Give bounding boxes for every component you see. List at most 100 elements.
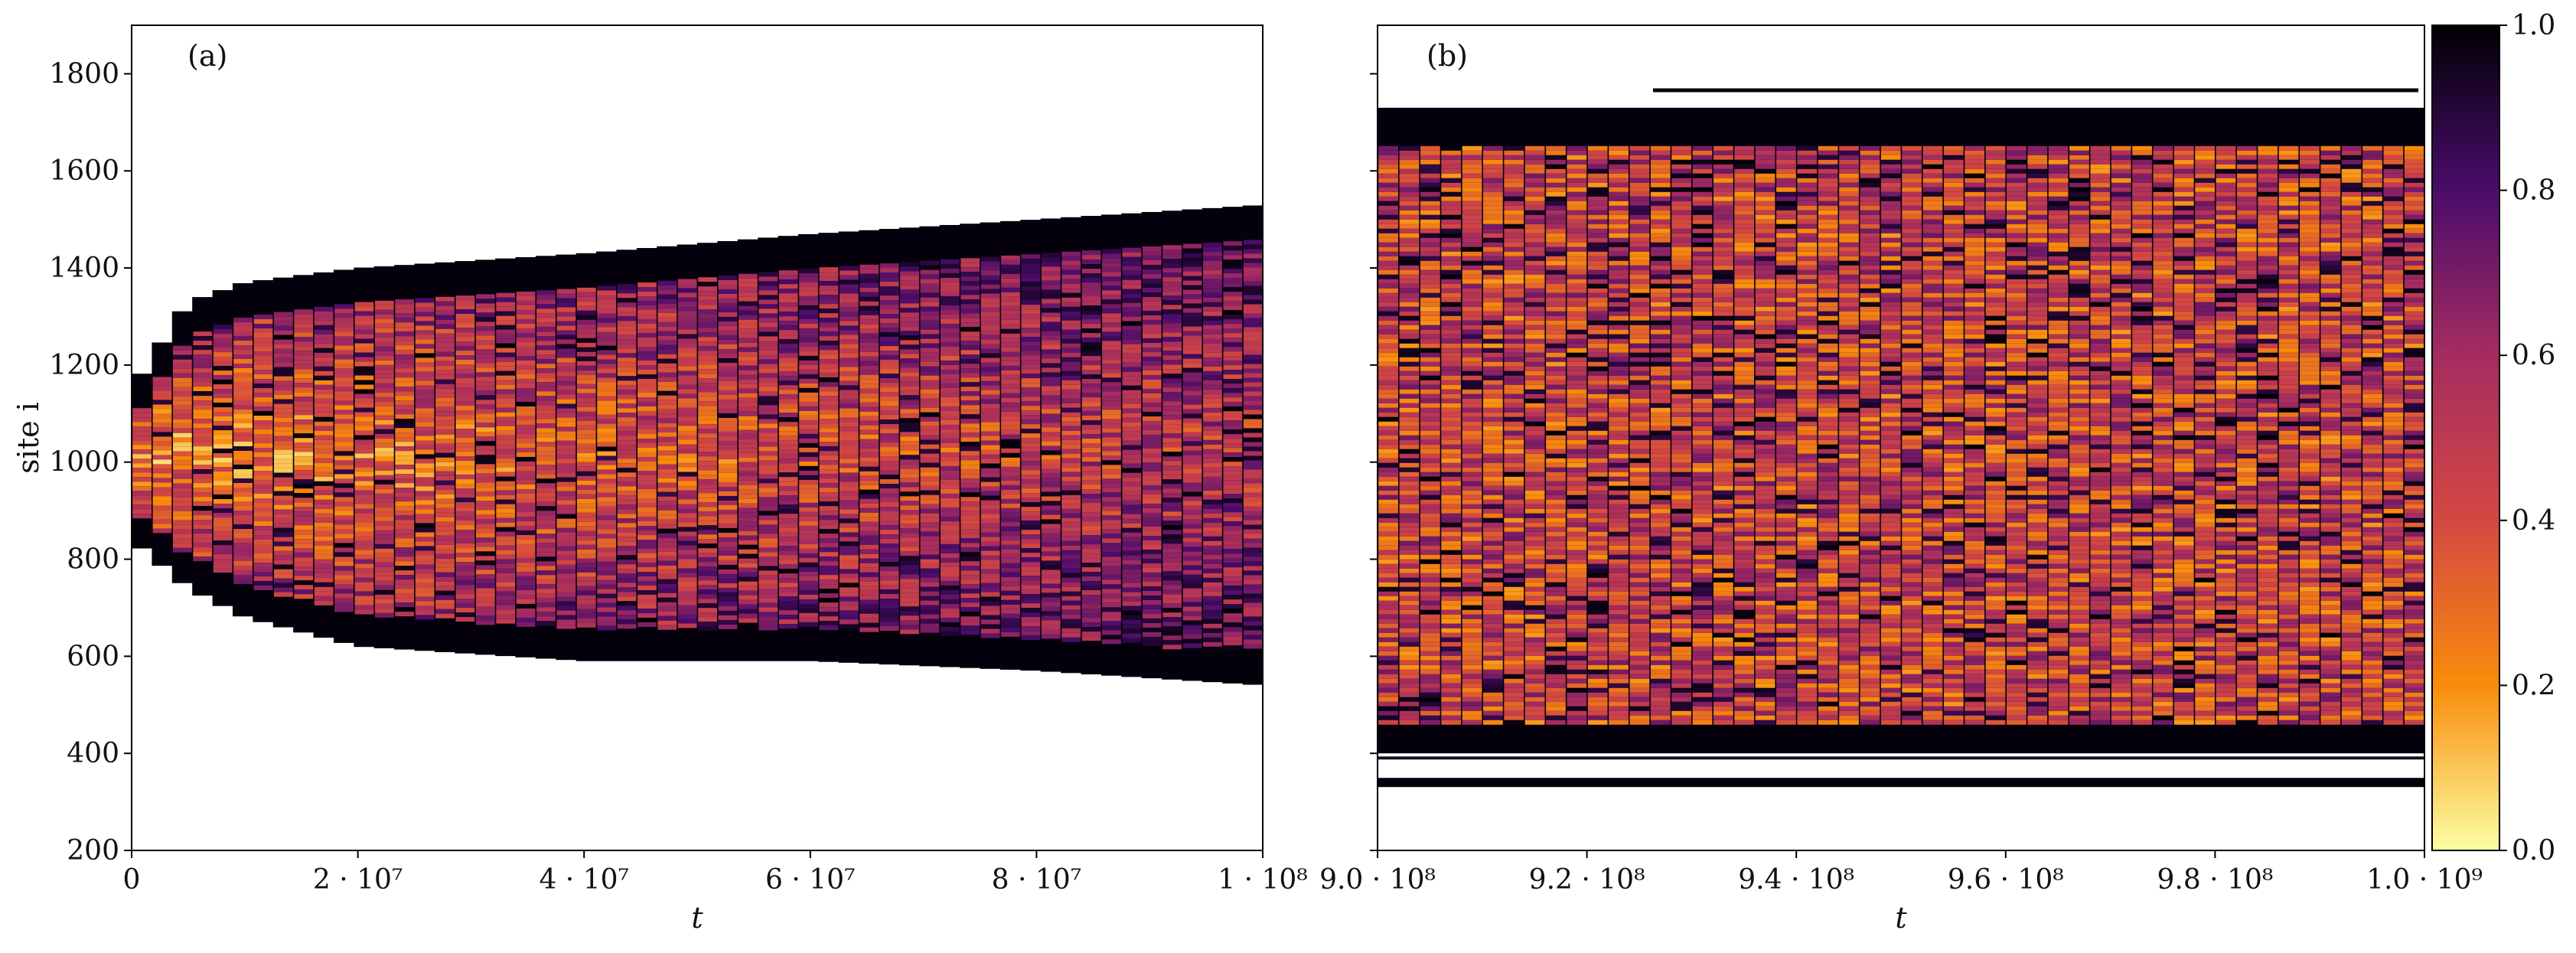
colorbar-ticks: 0.0 0.2 0.4 0.6 0.8 1.0 xyxy=(2499,10,2555,867)
heatmap-column xyxy=(1775,107,1797,754)
heatmap-column xyxy=(1901,107,1922,754)
heatmap-column xyxy=(2278,107,2300,754)
heatmap-column xyxy=(1586,107,1609,754)
colorbar-tick-label: 0.4 xyxy=(2512,505,2555,537)
y-tick-label: 1800 xyxy=(49,58,119,90)
y-tick-label: 1200 xyxy=(49,350,119,381)
heatmap-column xyxy=(2005,107,2027,754)
heatmap-column xyxy=(455,261,476,654)
x-tick-label: 6 · 10⁷ xyxy=(765,864,855,896)
x-tick-label: 4 · 10⁷ xyxy=(539,864,628,896)
panel-a-heatmap xyxy=(132,205,1263,685)
heatmap-column xyxy=(1796,107,1818,754)
panel-a: 0 2 · 10⁷ 4 · 10⁷ 6 · 10⁷ 8 · 10⁷ 1 · 10⁸ 200 4… xyxy=(11,24,1308,935)
heatmap-column xyxy=(2110,107,2132,754)
colorbar-tick-label: 0.8 xyxy=(2512,175,2555,207)
heatmap-column xyxy=(737,239,758,661)
heatmap-column xyxy=(1649,107,1671,754)
heatmap-column xyxy=(1671,107,1692,754)
heatmap-column xyxy=(1222,207,1244,684)
heatmap-column xyxy=(2382,107,2405,754)
colorbar-tick-label: 1.0 xyxy=(2512,10,2555,41)
x-tick-label: 9.8 · 10⁸ xyxy=(2157,864,2273,896)
heatmap-column xyxy=(1061,217,1081,674)
heatmap-column xyxy=(1942,107,1965,754)
colorbar-tick-label: 0.2 xyxy=(2512,670,2555,701)
heatmap-column xyxy=(1440,107,1462,754)
outlier-band-bottom xyxy=(1378,778,2424,788)
heatmap-column xyxy=(414,263,435,651)
outlier-band-mid xyxy=(1378,756,2424,760)
heatmap-column xyxy=(171,311,193,583)
colorbar: 0.0 0.2 0.4 0.6 0.8 1.0 xyxy=(2431,10,2555,867)
heatmap-column xyxy=(152,342,173,566)
heatmap-column xyxy=(2068,107,2090,754)
heatmap-column xyxy=(919,226,941,667)
heatmap-column xyxy=(1880,107,1902,754)
heatmap-column xyxy=(1712,107,1734,754)
heatmap-column xyxy=(1202,207,1223,683)
heatmap-column xyxy=(132,374,152,549)
heatmap-column xyxy=(2320,107,2342,754)
heatmap-column xyxy=(2027,107,2049,754)
heatmap-column xyxy=(1922,107,1944,754)
heatmap-column xyxy=(535,256,556,659)
heatmap-column xyxy=(1837,107,1860,754)
heatmap-column xyxy=(212,290,233,606)
heatmap-column xyxy=(1629,107,1651,754)
heatmap-column xyxy=(2194,107,2216,754)
x-tick-label: 2 · 10⁷ xyxy=(313,864,403,896)
panel-a-label: (a) xyxy=(187,39,227,73)
heatmap-column xyxy=(333,269,354,643)
heatmap-column xyxy=(717,240,739,661)
heatmap-column xyxy=(636,248,657,661)
heatmap-column xyxy=(293,275,315,633)
panel-b: 9.0 · 10⁸ 9.2 · 10⁸ 9.4 · 10⁸ 9.6 · 10⁸ 9.8 … xyxy=(1319,24,2483,935)
heatmap-column xyxy=(859,230,880,664)
heatmap-column xyxy=(515,256,536,658)
heatmap-column xyxy=(1141,211,1162,679)
heatmap-column xyxy=(2340,107,2362,754)
heatmap-column xyxy=(797,233,819,661)
heatmap-column xyxy=(758,237,779,661)
heatmap-column xyxy=(1121,213,1143,677)
heatmap-column xyxy=(2235,107,2258,754)
heatmap-column xyxy=(1859,107,1881,754)
y-tick-label: 1600 xyxy=(49,155,119,187)
y-tick-label: 200 xyxy=(67,835,119,867)
panel-b-xlabel: t xyxy=(1895,901,1907,935)
heatmap-column xyxy=(980,222,1001,669)
x-tick-label: 9.2 · 10⁸ xyxy=(1529,864,1645,896)
heatmap-column xyxy=(1162,211,1182,680)
heatmap-column xyxy=(1242,205,1263,685)
panel-a-ticks: 0 2 · 10⁷ 4 · 10⁷ 6 · 10⁷ 8 · 10⁷ 1 · 10⁸ 200 4… xyxy=(49,58,1307,896)
y-tick-label: 1400 xyxy=(49,253,119,284)
y-tick-label: 1000 xyxy=(49,447,119,478)
heatmap-column xyxy=(1101,214,1122,676)
heatmap-column xyxy=(253,280,274,622)
heatmap-column xyxy=(1524,107,1546,754)
heatmap-column xyxy=(192,297,214,596)
y-tick-label: 600 xyxy=(67,641,119,672)
heatmap-column xyxy=(1544,107,1567,754)
heatmap-column xyxy=(2089,107,2111,754)
colorbar-tick-label: 0.0 xyxy=(2512,835,2555,867)
x-tick-label: 1 · 10⁸ xyxy=(1218,864,1307,896)
heatmap-column xyxy=(1607,107,1629,754)
x-tick-label: 9.0 · 10⁸ xyxy=(1319,864,1436,896)
panel-a-frame xyxy=(131,24,1264,851)
heatmap-column xyxy=(474,259,496,655)
panel-b-label: (b) xyxy=(1427,39,1468,73)
heatmap-column xyxy=(1503,107,1525,754)
panel-b-heatmap xyxy=(1378,88,2424,788)
heatmap-column xyxy=(1566,107,1588,754)
heatmap-column xyxy=(2173,107,2195,754)
heatmap-column xyxy=(616,250,637,661)
heatmap-column xyxy=(1691,107,1714,754)
heatmap-column xyxy=(2131,107,2153,754)
heatmap-column xyxy=(373,266,395,648)
heatmap-column xyxy=(1398,107,1420,754)
heatmap-column xyxy=(1964,107,1985,754)
colorbar-tick-label: 0.6 xyxy=(2512,340,2555,371)
heatmap-column xyxy=(1040,218,1061,672)
